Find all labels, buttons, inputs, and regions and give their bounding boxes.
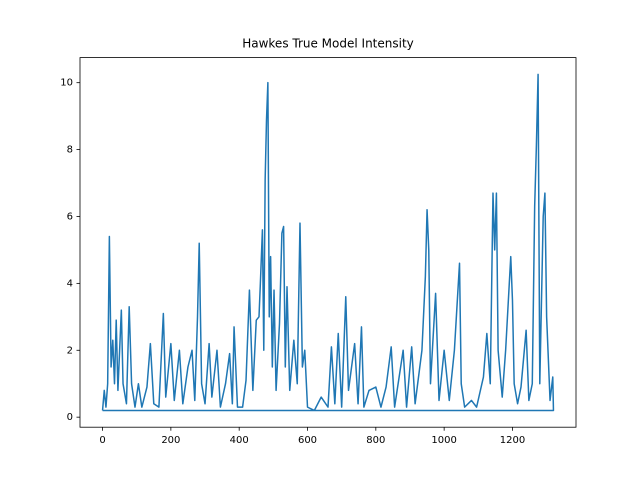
plot-frame	[79, 57, 577, 428]
y-tick-label: 6	[67, 211, 73, 222]
x-tick-label: 1200	[500, 435, 525, 446]
y-tick-label: 4	[67, 278, 73, 289]
x-tick-label: 800	[366, 435, 385, 446]
x-tick-label: 600	[298, 435, 317, 446]
y-tick-label: 10	[60, 78, 73, 89]
x-tick-label: 400	[230, 435, 249, 446]
chart-title: Hawkes True Model Intensity	[242, 37, 414, 51]
x-tick-label: 0	[99, 435, 105, 446]
line-series	[101, 73, 555, 412]
y-tick-label: 2	[67, 345, 73, 356]
x-tick-label: 200	[161, 435, 180, 446]
y-tick-label: 0	[67, 412, 73, 423]
y-tick-label: 8	[67, 145, 73, 156]
x-tick-label: 1000	[431, 435, 456, 446]
